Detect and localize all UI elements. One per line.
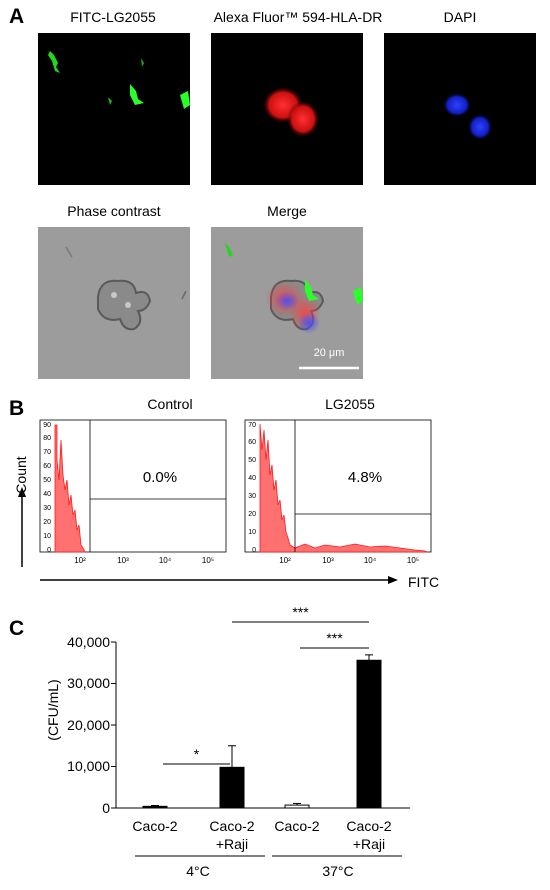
histogram-title-lg2055: LG2055	[325, 396, 375, 412]
y-tick: 70	[43, 449, 51, 456]
bar-0	[142, 805, 168, 809]
phase-contrast-micrograph	[38, 227, 190, 379]
fitc-micrograph	[38, 33, 190, 185]
y-tick: 30	[248, 493, 256, 500]
y-tick: 40	[43, 491, 51, 498]
image-title-phase: Phase contrast	[67, 203, 161, 219]
alexa-micrograph	[211, 33, 363, 185]
y-tick: 20	[43, 519, 51, 526]
y-tick: 0	[252, 547, 256, 554]
panel-c-letter: C	[9, 617, 25, 640]
x-tick: 10⁴	[364, 556, 377, 565]
histogram-title-control: Control	[147, 396, 192, 412]
bar-1	[219, 766, 245, 809]
gate-percent-control: 0.0%	[143, 469, 177, 486]
x-tick: 10⁵	[202, 556, 214, 565]
y-tick-labels: 0 10,000 20,000 30,000 40,000	[67, 634, 110, 816]
y-tick-label: 10,000	[67, 758, 110, 774]
merge-micrograph: 20 μm	[211, 227, 363, 379]
category-label: Caco-2	[209, 818, 254, 834]
image-title-dapi: DAPI	[443, 9, 477, 25]
image-title-merge: Merge	[267, 203, 307, 219]
x-tick: 10⁴	[159, 556, 172, 565]
y-tick: 10	[43, 533, 51, 540]
flow-histograms: Count FITC Control 0.0% 0 10 20 30 40 50…	[13, 396, 439, 590]
category-label: Caco-2	[346, 818, 391, 834]
image-title-alexa: Alexa Fluor™ 594-HLA-DR	[213, 9, 383, 25]
histogram-control: 0.0% 0 10 20 30 40 50 60 70 80 90 10² 10…	[39, 419, 227, 565]
panel-a-letter: A	[9, 5, 25, 28]
y-tick-label: 40,000	[67, 634, 110, 650]
group-label-37c: 37°C	[322, 863, 353, 879]
group-label-4c: 4°C	[186, 863, 210, 879]
x-tick: 10³	[117, 556, 129, 565]
y-tick: 30	[43, 505, 51, 512]
significance-label-1: ***	[292, 604, 309, 620]
y-tick: 70	[248, 422, 256, 429]
significance-label-2: ***	[326, 630, 343, 646]
bar-3	[356, 659, 382, 809]
y-tick: 50	[43, 477, 51, 484]
x-tick: 10⁵	[407, 556, 419, 565]
image-title-fitc: FITC-LG2055	[70, 9, 156, 25]
category-label: Caco-2	[132, 818, 177, 834]
scale-bar-label: 20 μm	[313, 347, 345, 359]
y-tick: 10	[248, 529, 256, 536]
y-tick-label: 30,000	[67, 675, 110, 691]
fitc-axis-label: FITC	[408, 574, 439, 590]
category-label: +Raji	[353, 836, 385, 852]
panel-b-letter: B	[9, 397, 25, 420]
category-label: Caco-2	[274, 818, 319, 834]
y-tick: 20	[248, 511, 256, 518]
bar-2	[284, 804, 310, 809]
histogram-lg2055: 4.8% 0 10 20 30 40 50 60 70 10² 10³ 10⁴ …	[244, 419, 432, 565]
y-tick: 50	[248, 457, 256, 464]
y-tick: 80	[43, 435, 51, 442]
gate-percent-lg2055: 4.8%	[348, 469, 382, 486]
x-tick: 10³	[322, 556, 334, 565]
significance-label-0: *	[194, 746, 200, 762]
x-tick: 10²	[74, 556, 86, 565]
y-tick: 90	[43, 422, 51, 429]
cfu-bar-chart: (CFU/mL) 0 10,000 20,000 30,000 40,000 *…	[45, 604, 410, 879]
y-tick: 0	[47, 547, 51, 554]
y-tick: 40	[248, 475, 256, 482]
y-axis-label: (CFU/mL)	[45, 679, 61, 740]
y-tick: 60	[248, 439, 256, 446]
count-axis-label: Count	[13, 456, 29, 493]
y-tick: 60	[43, 463, 51, 470]
x-tick: 10²	[279, 556, 291, 565]
category-label: +Raji	[216, 836, 248, 852]
y-tick-label: 20,000	[67, 717, 110, 733]
y-tick-label: 0	[102, 800, 110, 816]
dapi-micrograph	[384, 33, 536, 185]
